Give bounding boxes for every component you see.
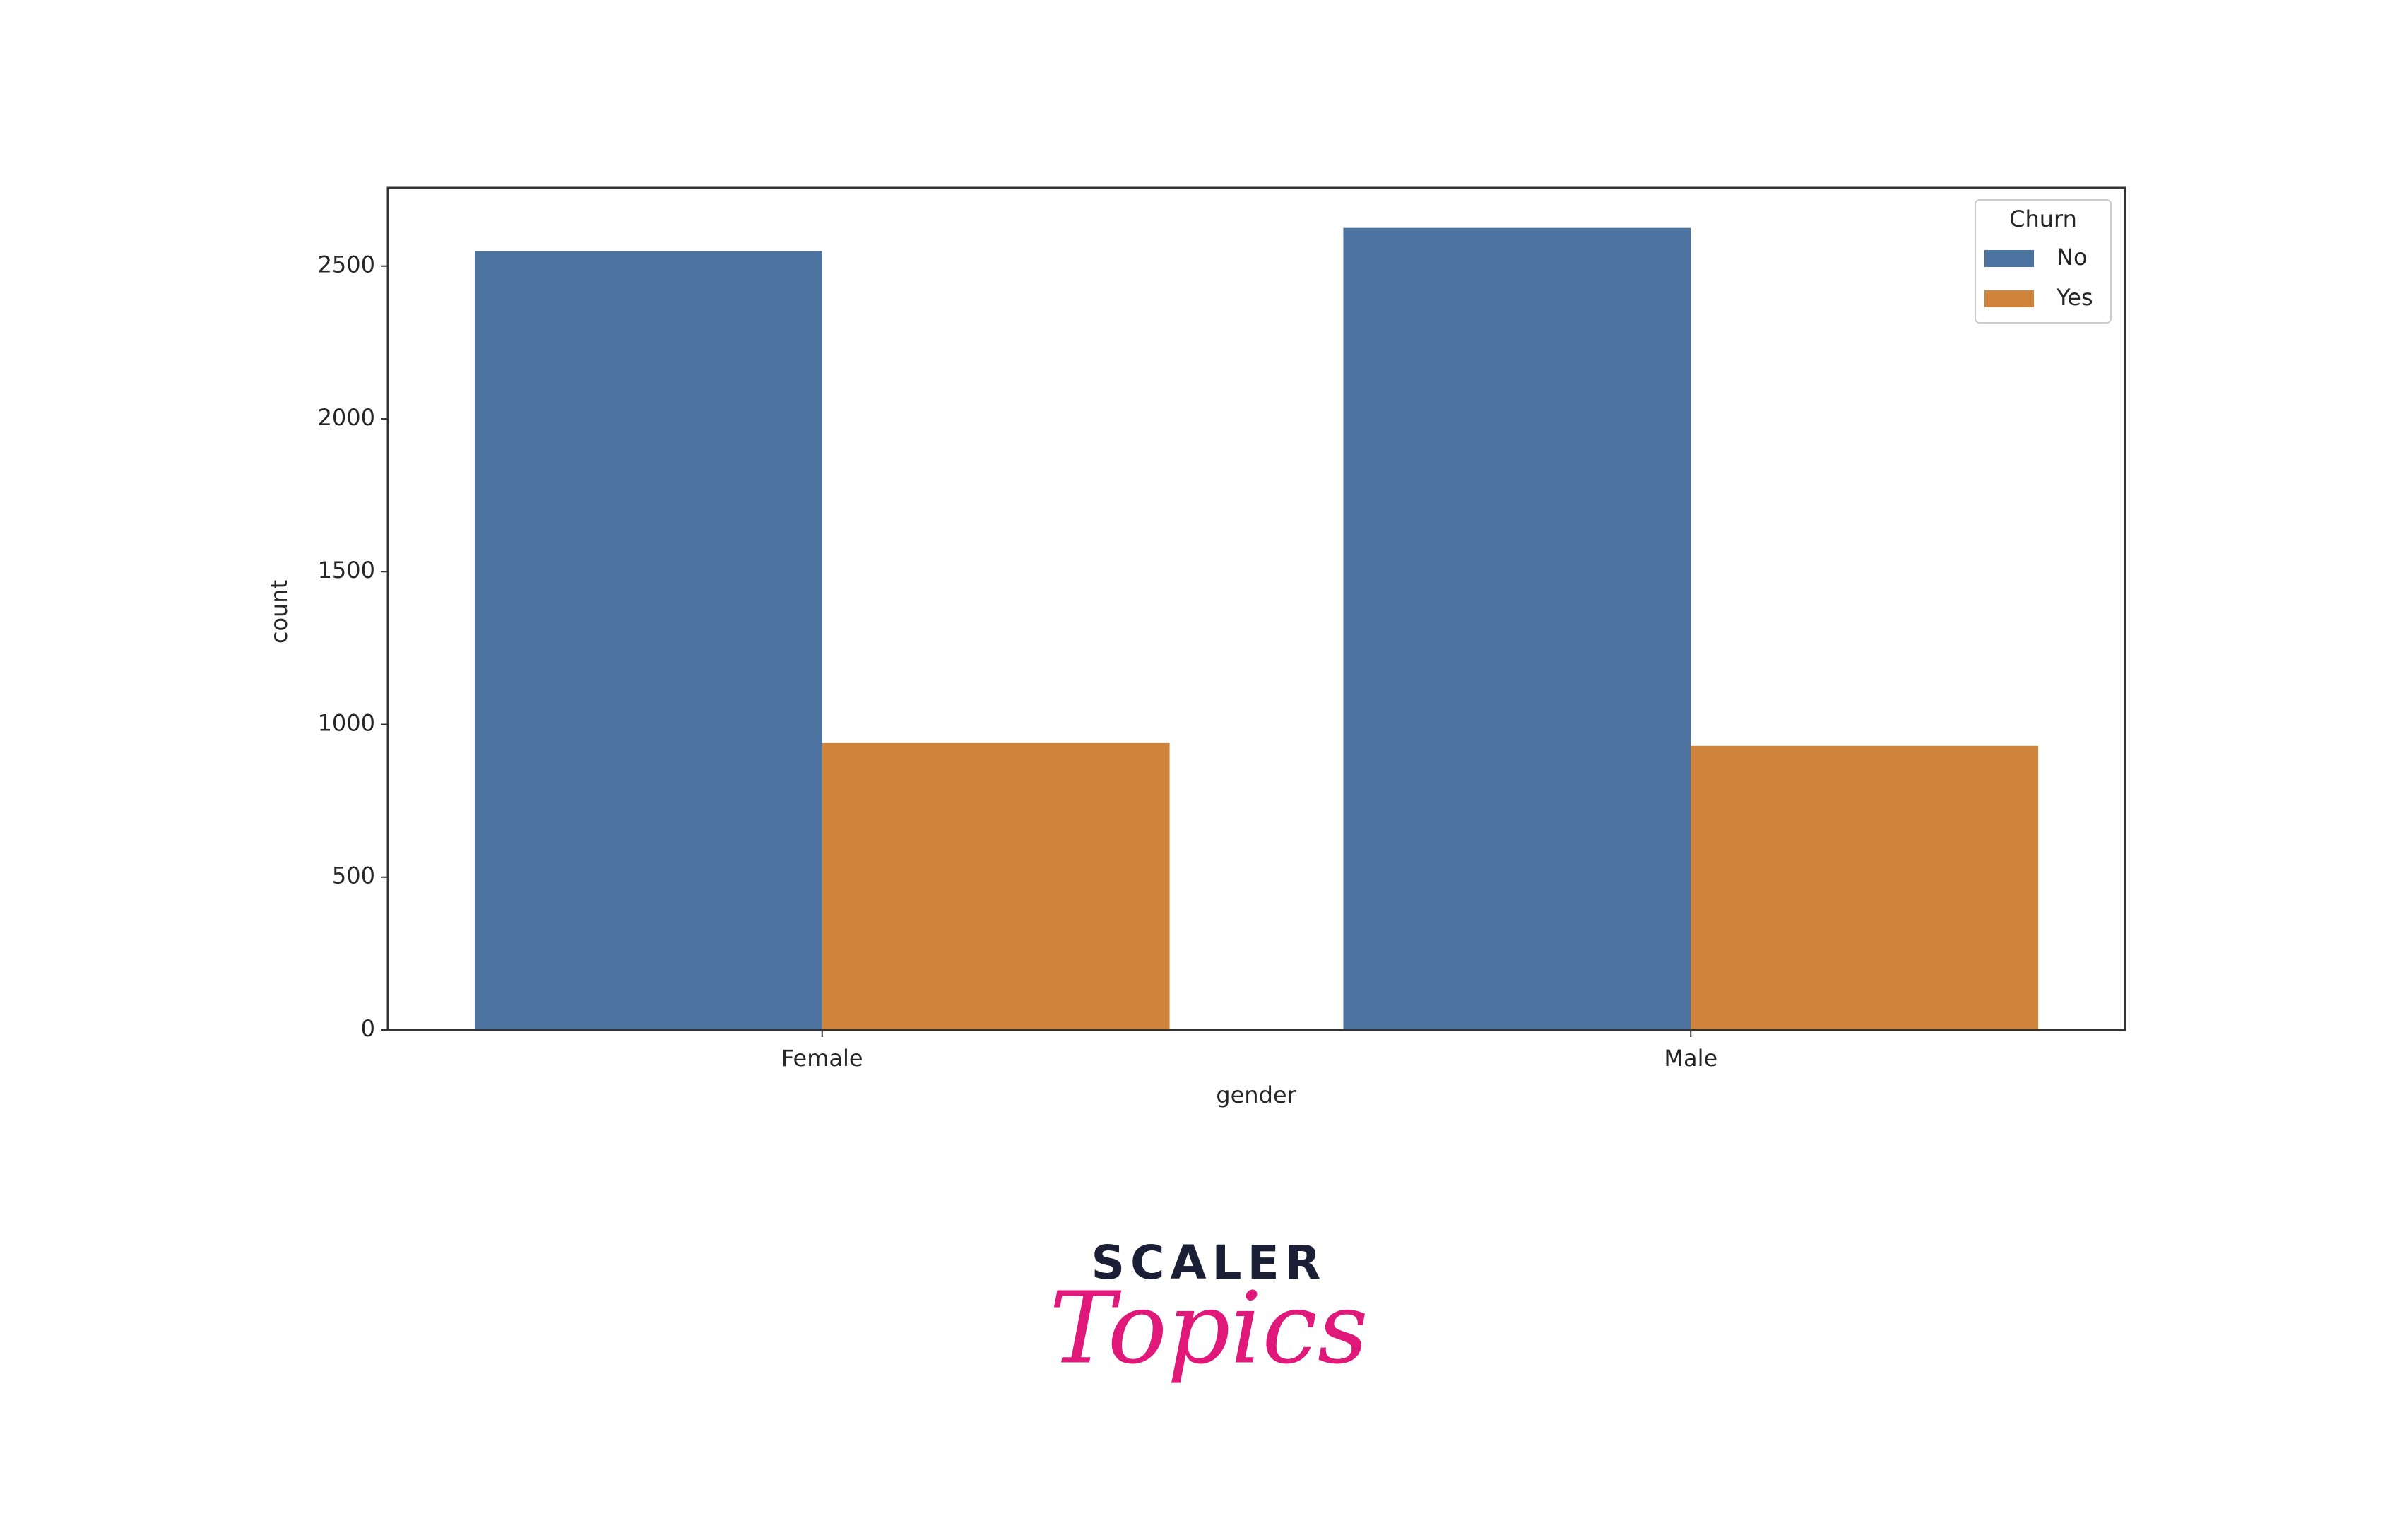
y-tick-label: 2000 (318, 404, 375, 431)
y-tick-label: 1000 (318, 709, 375, 736)
legend-swatch (1984, 290, 2034, 307)
y-axis-label: count (266, 580, 292, 644)
bar (822, 742, 1170, 1030)
logo-text: SCALER (1091, 1236, 1326, 1290)
y-tick-label: 500 (332, 863, 375, 889)
bar (474, 251, 822, 1030)
y-tick-label: 0 (361, 1015, 375, 1042)
legend-title: Churn (2009, 206, 2077, 232)
plot-frame (386, 186, 2126, 1031)
logo-script: Topics (1049, 1272, 1368, 1387)
y-tick-label: 2500 (318, 251, 375, 278)
bar (1691, 745, 2039, 1030)
legend-label: Yes (2056, 284, 2093, 311)
bar (1343, 227, 1691, 1030)
legend-swatch (1984, 250, 2034, 267)
x-tick-label: Male (1664, 1045, 1717, 1072)
legend-label: No (2057, 244, 2088, 271)
y-tick-label: 1500 (318, 557, 375, 584)
x-tick-label: Female (781, 1045, 863, 1072)
x-axis-label: gender (1216, 1082, 1296, 1108)
